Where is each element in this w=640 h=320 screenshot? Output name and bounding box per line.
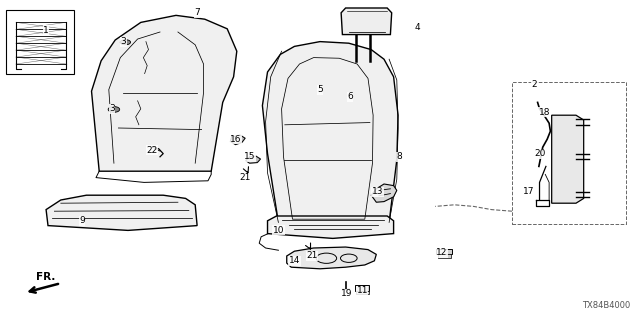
Text: 4: 4 (415, 23, 420, 32)
Text: 7: 7 (195, 8, 200, 17)
Text: 3: 3 (121, 37, 126, 46)
Text: 10: 10 (273, 226, 284, 235)
Bar (355, 285, 369, 291)
Text: 21: 21 (239, 173, 251, 182)
Polygon shape (230, 135, 245, 145)
Bar (436, 249, 452, 254)
Text: 9: 9 (79, 216, 84, 225)
Polygon shape (246, 156, 260, 163)
Text: 19: 19 (341, 289, 353, 298)
Text: 17: 17 (523, 188, 534, 196)
Text: 14: 14 (289, 256, 300, 265)
Polygon shape (46, 195, 197, 230)
Text: 2: 2 (532, 80, 537, 89)
Text: FR.: FR. (36, 272, 56, 282)
Polygon shape (268, 216, 394, 238)
Bar (512, 82, 626, 224)
Text: 16: 16 (230, 135, 241, 144)
Text: TX84B4000: TX84B4000 (582, 301, 630, 310)
Text: 20: 20 (534, 149, 546, 158)
Bar (438, 254, 451, 258)
Text: 3: 3 (109, 104, 115, 113)
Polygon shape (371, 184, 397, 202)
Text: 18: 18 (539, 108, 550, 116)
Circle shape (120, 40, 131, 45)
Text: 5: 5 (317, 85, 323, 94)
Bar (6, 10, 74, 74)
Polygon shape (341, 8, 392, 35)
Text: 22: 22 (147, 146, 158, 155)
Polygon shape (287, 247, 376, 269)
Circle shape (108, 107, 120, 112)
Text: 21: 21 (306, 252, 317, 260)
Polygon shape (552, 115, 584, 203)
Text: 6: 6 (348, 92, 353, 101)
Text: 11: 11 (356, 286, 368, 295)
Text: 13: 13 (372, 188, 383, 196)
Text: 12: 12 (436, 248, 447, 257)
Bar (356, 291, 369, 294)
Text: 1: 1 (44, 26, 49, 35)
Text: 8: 8 (397, 152, 402, 161)
Polygon shape (262, 42, 398, 222)
Text: 15: 15 (244, 152, 255, 161)
Polygon shape (92, 15, 237, 171)
